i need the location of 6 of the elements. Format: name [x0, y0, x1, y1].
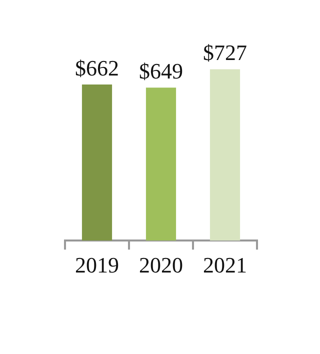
x-tick-label: 2021: [203, 252, 247, 278]
data-label: $649: [139, 58, 183, 84]
data-label: $662: [75, 55, 119, 80]
data-label: $727: [203, 40, 247, 65]
x-tick-label: 2019: [75, 252, 119, 278]
x-tick-label: 2020: [139, 252, 183, 278]
